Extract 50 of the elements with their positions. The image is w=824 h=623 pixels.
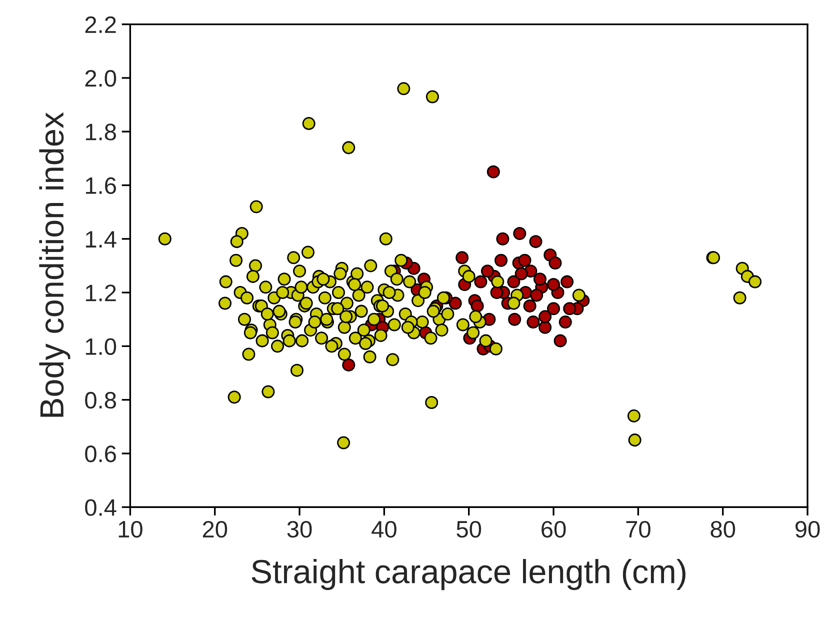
x-tick-label: 40 (372, 520, 396, 538)
point (558, 316, 572, 329)
y-tick-label: 0.4 (85, 499, 116, 516)
x-axis-title: Straight carapace length (cm) (252, 558, 686, 590)
point (560, 275, 574, 288)
y-tick-label: 1.8 (86, 124, 116, 140)
point (474, 275, 488, 288)
point (490, 286, 504, 300)
y-tick-label: 0.8 (85, 392, 116, 409)
point (547, 302, 560, 316)
point (526, 316, 540, 329)
x-tick-label: 80 (710, 520, 736, 538)
y-tick-label: 2.0 (85, 70, 116, 87)
x-tick-label: 90 (795, 520, 820, 538)
point (496, 232, 510, 246)
point (508, 312, 522, 326)
y-tick-label: 1.4 (86, 231, 116, 248)
x-tick-label: 10 (118, 520, 142, 538)
point (554, 334, 567, 348)
point (529, 235, 542, 248)
x-tick-label: 20 (202, 520, 228, 538)
point (342, 358, 356, 372)
y-tick-label: 0.6 (85, 446, 116, 462)
x-tick-label: 70 (626, 520, 650, 538)
point (513, 227, 526, 240)
point (547, 278, 560, 291)
point (533, 272, 546, 286)
point (514, 267, 528, 280)
x-tick-label: 30 (287, 520, 312, 538)
y-tick-label: 2.2 (85, 16, 116, 33)
point (538, 320, 552, 334)
point (456, 251, 469, 264)
point (470, 299, 484, 312)
x-tick-label: 60 (542, 520, 566, 538)
y-tick-label: 1.0 (86, 338, 116, 355)
x-tick-label: 50 (456, 520, 482, 538)
point (530, 288, 544, 302)
point (486, 165, 500, 178)
point (538, 310, 552, 324)
point (507, 275, 520, 288)
point (494, 254, 508, 267)
point (480, 264, 494, 278)
point (448, 296, 462, 310)
point (563, 302, 576, 316)
y-tick-label: 1.6 (86, 177, 116, 194)
y-axis-title: Body condition index (39, 112, 70, 417)
point (518, 254, 532, 267)
y-tick-label: 1.2 (86, 284, 116, 302)
point (548, 256, 562, 270)
point (523, 299, 536, 312)
